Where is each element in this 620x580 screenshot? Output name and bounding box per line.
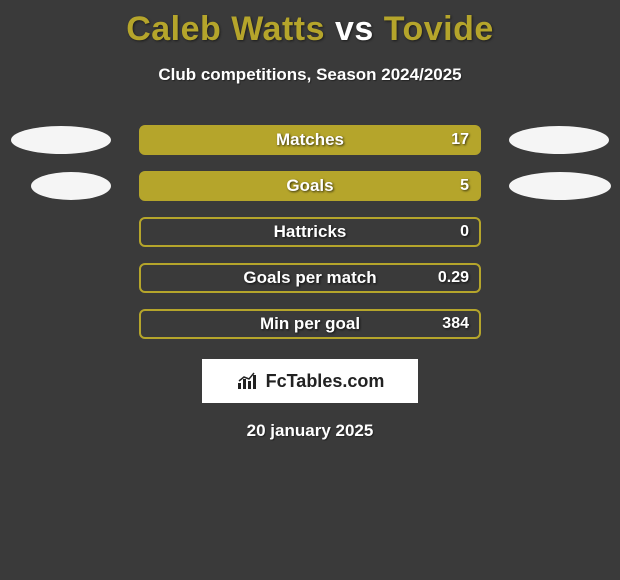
- brand-box: FcTables.com: [202, 359, 418, 403]
- stat-value: 0: [460, 223, 469, 241]
- stat-row-hattricks: Hattricks 0: [0, 217, 620, 247]
- stat-label: Goals: [286, 176, 333, 196]
- stat-bar: Matches 17: [139, 125, 481, 155]
- subtitle: Club competitions, Season 2024/2025: [0, 65, 620, 85]
- stat-row-gpm: Goals per match 0.29: [0, 263, 620, 293]
- stat-value: 0.29: [438, 269, 469, 287]
- stat-value: 384: [442, 315, 469, 333]
- stat-row-mpg: Min per goal 384: [0, 309, 620, 339]
- right-ellipse: [509, 126, 609, 154]
- brand-text: FcTables.com: [266, 371, 385, 392]
- stat-label: Goals per match: [243, 268, 376, 288]
- stat-value: 17: [451, 131, 469, 149]
- stat-row-matches: Matches 17: [0, 125, 620, 155]
- stat-bar: Min per goal 384: [139, 309, 481, 339]
- stat-bar: Goals 5: [139, 171, 481, 201]
- stat-value: 5: [460, 177, 469, 195]
- stats-rows: Matches 17 Goals 5 Hattricks 0 Goals per…: [0, 125, 620, 339]
- stat-row-goals: Goals 5: [0, 171, 620, 201]
- left-spacer: [11, 264, 111, 292]
- stat-label: Hattricks: [274, 222, 347, 242]
- stat-label: Matches: [276, 130, 344, 150]
- left-spacer: [11, 218, 111, 246]
- left-spacer: [11, 310, 111, 338]
- date-text: 20 january 2025: [0, 421, 620, 441]
- player1-name: Caleb Watts: [126, 10, 325, 48]
- right-spacer: [509, 310, 609, 338]
- stat-bar: Goals per match 0.29: [139, 263, 481, 293]
- stat-bar: Hattricks 0: [139, 217, 481, 247]
- stat-label: Min per goal: [260, 314, 360, 334]
- left-ellipse: [31, 172, 111, 200]
- right-spacer: [509, 264, 609, 292]
- right-ellipse: [509, 172, 611, 200]
- right-spacer: [509, 218, 609, 246]
- brand-inner: FcTables.com: [236, 371, 385, 392]
- brand-chart-icon: [236, 371, 260, 391]
- left-ellipse: [11, 126, 111, 154]
- vs-word: vs: [335, 10, 374, 48]
- player2-name: Tovide: [384, 10, 494, 48]
- comparison-title: Caleb Watts vs Tovide: [0, 0, 620, 49]
